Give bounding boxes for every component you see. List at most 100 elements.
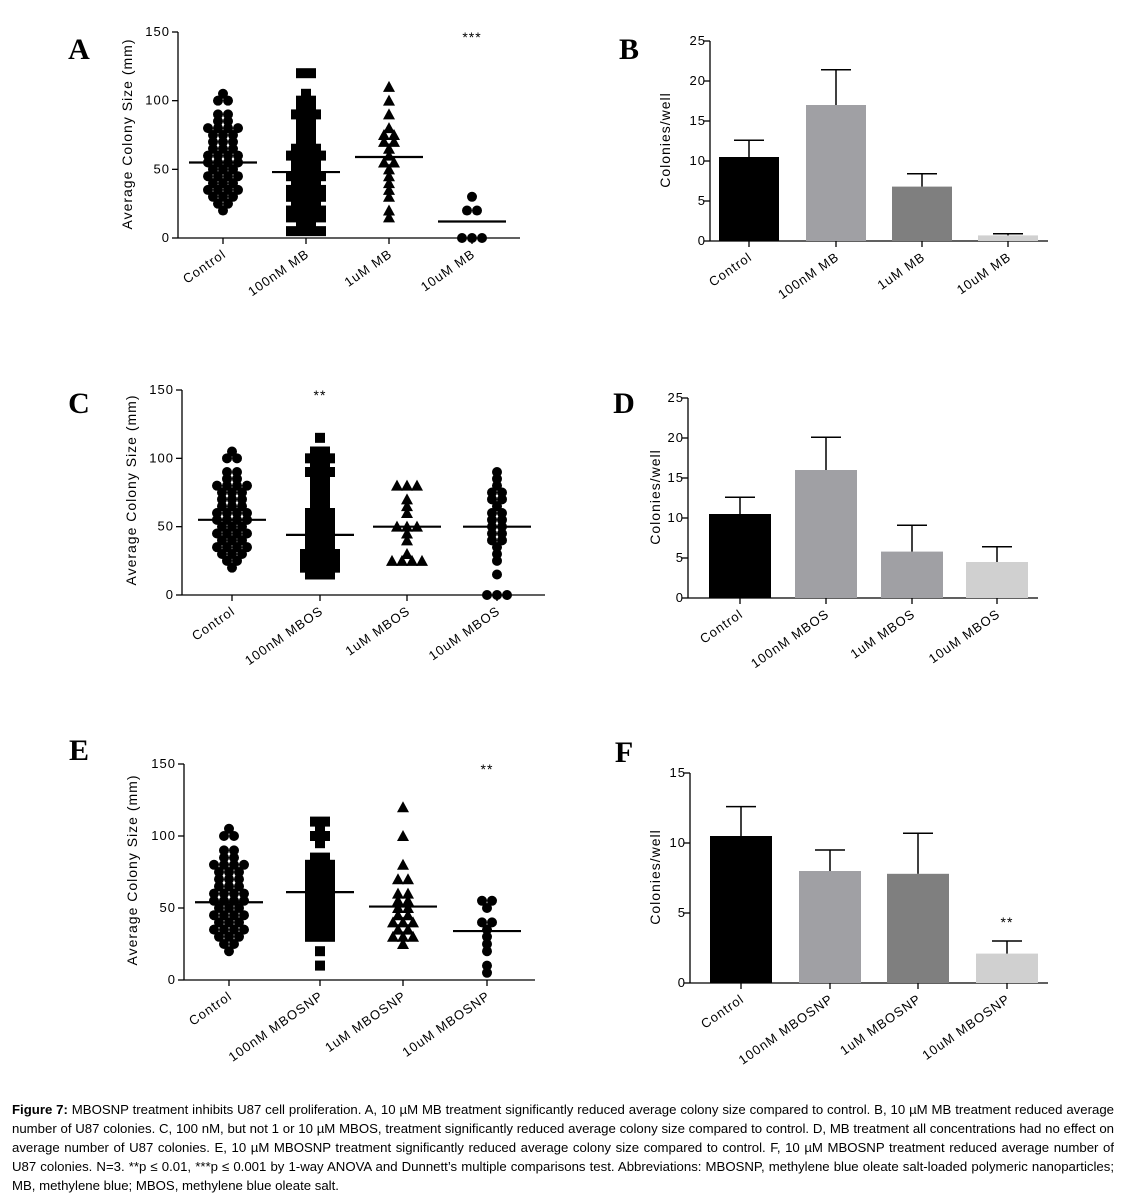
data-point: [315, 528, 325, 539]
data-point: [401, 548, 413, 559]
significance-marker: **: [314, 387, 327, 403]
data-point: [306, 171, 316, 182]
data-point: [305, 467, 315, 477]
y-tick-label: 0: [698, 233, 706, 248]
data-point: [227, 487, 237, 498]
data-point: [305, 859, 315, 870]
data-point: [482, 590, 492, 600]
data-point: [218, 191, 228, 202]
data-point: [305, 924, 315, 935]
data-point: [237, 494, 247, 505]
y-axis-label: Colonies/well: [647, 449, 663, 544]
data-point: [378, 156, 390, 168]
x-tick-label: 100nM MBOSNP: [736, 991, 836, 1067]
data-point: [311, 109, 321, 120]
data-point: [212, 508, 222, 518]
data-point: [487, 895, 497, 906]
data-point: [497, 535, 507, 546]
data-point: [286, 184, 296, 195]
data-point: [239, 910, 249, 921]
data-point: [315, 467, 325, 477]
x-tick-label: 1uM MB: [342, 246, 395, 289]
panel-c: C 0 50 100 150 Average Colony Size (mm) Contro…: [0, 360, 560, 730]
data-point: [227, 446, 237, 457]
data-point: [213, 171, 223, 182]
chart-d: D 0 5 10 15 20 25 Colonies/well Control 100nM MBO…: [613, 387, 1038, 671]
data-point: [291, 198, 301, 209]
data-point: [305, 903, 315, 913]
data-point: [227, 494, 237, 505]
data-point: [387, 916, 399, 928]
data-point: [291, 143, 301, 154]
figure-caption: Figure 7: MBOSNP treatment inhibits U87 …: [12, 1100, 1114, 1200]
data-point: [311, 198, 321, 209]
data-point: [482, 960, 492, 971]
data-point: [392, 909, 404, 921]
bar: [978, 235, 1038, 241]
data-point: [242, 508, 252, 518]
data-point: [315, 895, 325, 906]
data-point: [316, 150, 326, 161]
data-point: [209, 924, 219, 935]
data-point: [467, 191, 477, 202]
data-point: [311, 157, 321, 168]
data-point: [325, 874, 335, 885]
data-point: [228, 178, 238, 189]
data-point: [223, 95, 233, 106]
data-point: [232, 542, 242, 553]
data-point: [402, 887, 414, 899]
data-point: [325, 542, 335, 553]
data-point: [316, 184, 326, 195]
data-point: [467, 233, 477, 243]
data-point: [217, 549, 227, 559]
data-point: [482, 967, 492, 978]
data-point: [229, 924, 239, 935]
data-point: [229, 910, 239, 921]
data-point: [383, 142, 395, 154]
data-point: [208, 191, 218, 202]
data-point: [291, 164, 301, 175]
data-point: [311, 143, 321, 154]
data-point: [315, 859, 325, 870]
data-point: [296, 130, 306, 140]
data-point: [315, 867, 325, 877]
y-tick-label: 0: [166, 587, 174, 602]
data-point: [218, 130, 228, 140]
y-tick-label: 0: [168, 972, 176, 987]
data-point: [227, 535, 237, 546]
data-point: [234, 881, 244, 892]
data-point: [305, 453, 315, 464]
data-point: [233, 184, 243, 195]
data-point: [306, 68, 316, 79]
data-point: [325, 528, 335, 539]
x-tick-label: 10uM MBOS: [426, 603, 503, 663]
data-point: [482, 931, 492, 942]
x-tick-label: Control: [180, 246, 229, 286]
data-point: [310, 831, 320, 841]
data-point: [383, 122, 395, 134]
data-point: [222, 467, 232, 477]
data-point: [315, 453, 325, 464]
data-point: [218, 88, 228, 99]
data-point: [401, 527, 413, 539]
data-point: [482, 903, 492, 913]
data-point: [242, 542, 252, 553]
data-point: [224, 903, 234, 913]
data-point: [383, 183, 395, 195]
y-axis-label: Average Colony Size (mm): [123, 394, 139, 585]
data-point: [315, 535, 325, 546]
data-point: [296, 191, 306, 202]
x-tick-label: Control: [189, 603, 238, 643]
data-point: [492, 467, 502, 477]
data-point: [219, 831, 229, 841]
data-point: [296, 116, 306, 127]
data-point: [316, 226, 326, 237]
data-point: [383, 94, 395, 106]
data-point: [305, 535, 315, 546]
data-point: [310, 816, 320, 827]
data-point: [223, 171, 233, 182]
data-point: [306, 184, 316, 195]
chart-a: A 0 50 100 150 Average Colony Size (mm) Contro…: [68, 24, 520, 299]
data-point: [492, 542, 502, 553]
